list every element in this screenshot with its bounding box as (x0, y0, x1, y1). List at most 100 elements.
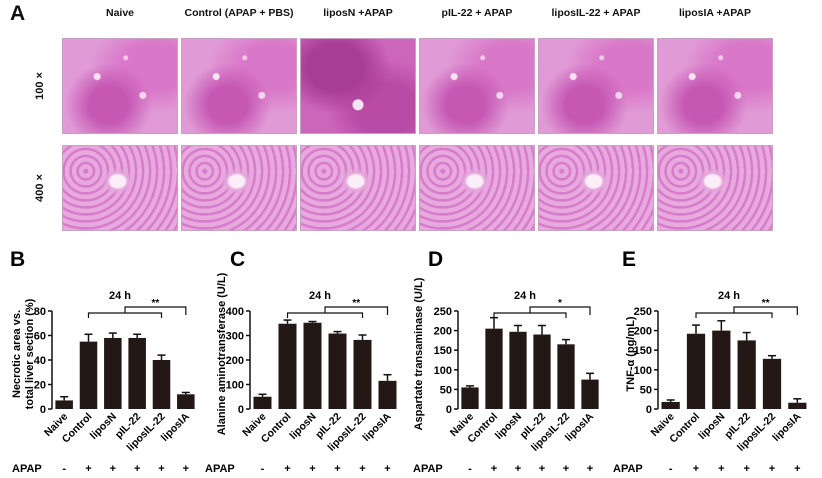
y-axis-label: Necrotic area vs. (11, 310, 23, 398)
bar (762, 358, 782, 409)
y-tick-label: 100 (434, 365, 452, 377)
apap-mark: + (515, 463, 521, 475)
y-tick-label: 60 (34, 331, 46, 343)
column-label: liposIA +APAP (678, 7, 752, 19)
significance-bracket (286, 312, 364, 318)
bar (788, 402, 807, 409)
y-tick-label: 80 (34, 306, 46, 318)
histology-image (657, 38, 773, 134)
apap-mark: + (384, 463, 390, 475)
column-label: Naive (105, 7, 135, 19)
bar (509, 331, 527, 409)
bar (278, 323, 297, 409)
apap-mark: - (669, 463, 673, 475)
apap-label: APAP (613, 463, 643, 475)
bar (177, 394, 195, 409)
histology-image (181, 145, 297, 231)
histology-image (419, 38, 535, 134)
panel-letter: E (622, 248, 636, 271)
histology-image (62, 38, 178, 134)
x-tick-label: liposIA (360, 410, 394, 444)
y-tick-label: 50 (440, 384, 452, 396)
histology-image (538, 38, 654, 134)
y-tick-label: 0 (238, 404, 244, 416)
apap-label: APAP (413, 463, 443, 475)
y-tick-label: 100 (226, 380, 244, 392)
apap-mark: - (468, 463, 472, 475)
y-tick-label: 300 (226, 331, 244, 343)
column-label: liposIL-22 + APAP (551, 7, 641, 19)
y-tick-label: 200 (634, 326, 652, 338)
panel-a-letter: A (10, 2, 26, 25)
bar (79, 341, 98, 409)
y-tick-label: 20 (34, 380, 46, 392)
apap-mark: + (563, 463, 569, 475)
bar (712, 330, 731, 409)
apap-mark: + (491, 463, 497, 475)
histology-image (300, 38, 416, 134)
apap-mark: + (134, 463, 140, 475)
panel-letter: D (428, 248, 443, 271)
apap-mark: + (183, 463, 189, 475)
apap-mark: + (539, 463, 545, 475)
apap-mark: - (62, 463, 66, 475)
y-tick-label: 50 (640, 384, 652, 396)
apap-mark: + (743, 463, 749, 475)
significance-bracket (324, 306, 389, 315)
y-tick-label: 0 (446, 404, 452, 416)
significance-bracket (529, 306, 591, 315)
histology-image (657, 145, 773, 231)
bar (303, 322, 322, 409)
y-tick-label: 400 (226, 306, 244, 318)
y-tick-label: 100 (634, 365, 652, 377)
apap-mark: + (359, 463, 365, 475)
y-tick-label: 0 (40, 404, 46, 416)
significance-marker: ** (152, 298, 160, 309)
bar (378, 380, 397, 409)
x-tick-label: liposN (88, 411, 119, 442)
chart-title: 24 h (109, 290, 131, 302)
histology-image (181, 38, 297, 134)
y-tick-label: 0 (646, 404, 652, 416)
y-tick-label: 200 (434, 326, 452, 338)
x-tick-label: liposN (696, 411, 727, 442)
bar (55, 400, 73, 409)
column-label: pIL-22 + APAP (441, 7, 513, 19)
y-tick-label: 150 (634, 345, 652, 357)
apap-mark: + (794, 463, 800, 475)
significance-marker: ** (352, 298, 360, 309)
y-axis-label: Alanine aminotransferase (U/L) (216, 272, 228, 435)
apap-mark: + (284, 463, 290, 475)
y-tick-label: 250 (434, 306, 452, 318)
apap-mark: + (158, 463, 164, 475)
y-axis-label: total liver section (%) (24, 298, 36, 409)
bar (533, 334, 551, 409)
histology-image (62, 145, 178, 231)
column-label: liposN +APAP (323, 7, 393, 19)
apap-mark: + (718, 463, 724, 475)
bar (557, 344, 575, 409)
x-tick-label: liposN (493, 411, 524, 442)
bar (461, 387, 479, 409)
bar (485, 328, 503, 409)
significance-marker: ** (762, 298, 770, 309)
x-tick-label: liposIA (770, 410, 804, 444)
chart-title: 24 h (309, 290, 331, 302)
column-label: Control (APAP + PBS) (184, 7, 294, 19)
significance-bracket (124, 306, 187, 315)
bar (253, 396, 272, 409)
chart-title: 24 h (514, 290, 536, 302)
y-tick-label: 150 (434, 345, 452, 357)
y-tick-label: 200 (226, 355, 244, 367)
x-tick-label: liposN (287, 411, 318, 442)
significance-bracket (493, 312, 567, 318)
chart-title: 24 h (718, 290, 740, 302)
histology-image (300, 145, 416, 231)
apap-mark: + (334, 463, 340, 475)
bar (661, 401, 680, 409)
apap-mark: + (769, 463, 775, 475)
y-axis-label: Aspartate transaminase (U/L) (413, 277, 425, 430)
apap-mark: - (261, 463, 265, 475)
bar (128, 337, 146, 409)
